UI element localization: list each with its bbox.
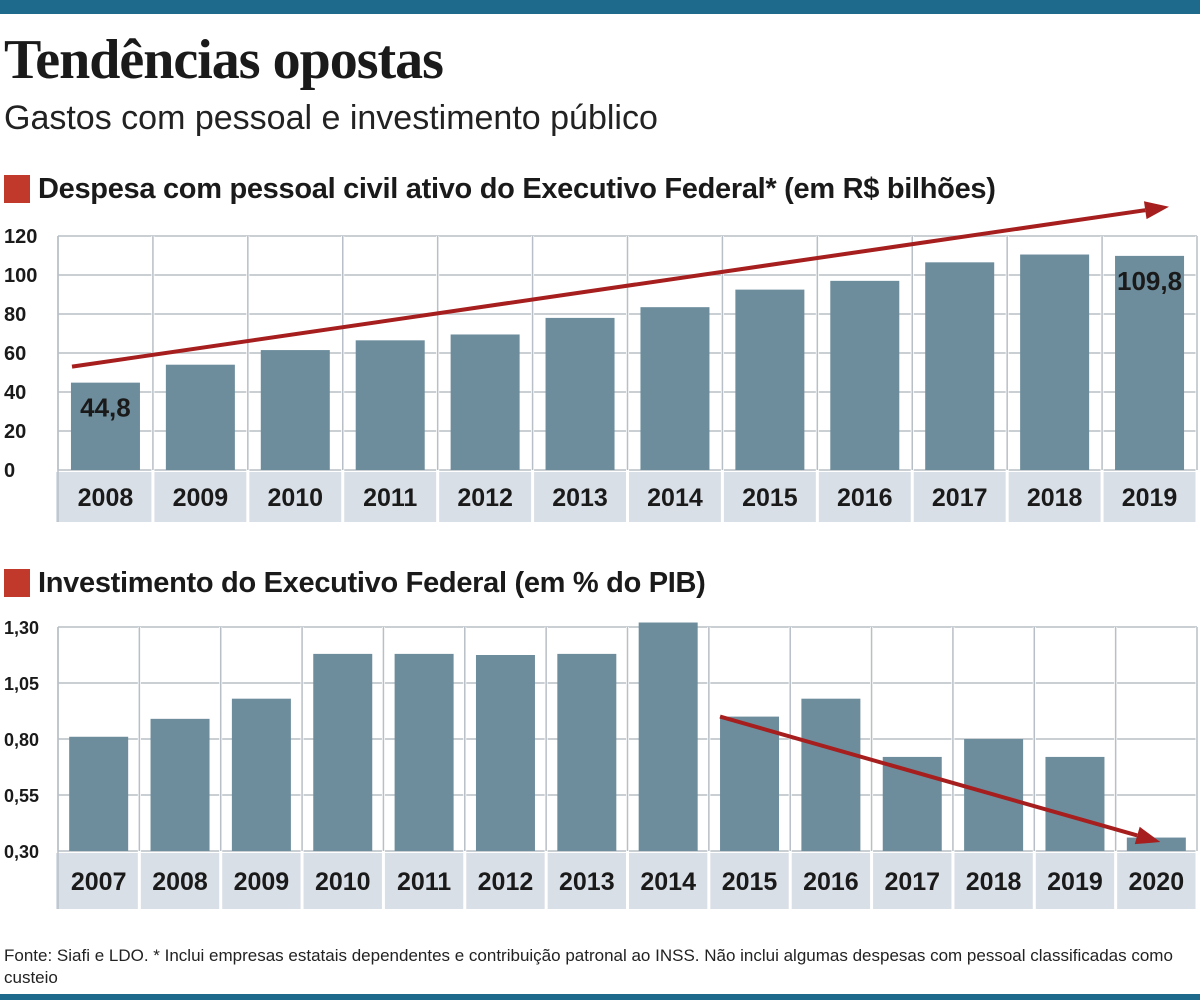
- chart1-y-tick-label: 40: [4, 382, 26, 404]
- chart2-header: Investimento do Executivo Federal (em % …: [4, 565, 706, 601]
- chart2-x-tick-label: 2015: [722, 868, 778, 896]
- chart2-bar-2015: [720, 716, 780, 851]
- chart2-x-tick-label: 2020: [1129, 868, 1185, 896]
- chart2-bar-2013: [557, 653, 617, 851]
- chart1-header: Despesa com pessoal civil ativo do Execu…: [4, 171, 996, 207]
- chart1-bar-2009: [165, 364, 235, 470]
- chart2-x-tick-label: 2018: [966, 868, 1022, 896]
- page-subtitle: Gastos com pessoal e investimento públic…: [4, 99, 658, 137]
- chart1-y-tick-label: 100: [4, 265, 37, 287]
- chart1-data-label: 44,8: [80, 393, 131, 423]
- chart1-bar-2014: [640, 307, 710, 470]
- chart1-trend-arrow-line: [71, 208, 1146, 369]
- chart2-x-tick-label: 2017: [884, 868, 940, 896]
- chart1-bar-2012: [450, 334, 520, 470]
- chart2-x-tick-label: 2014: [640, 868, 696, 896]
- section-marker-icon: [4, 569, 30, 597]
- chart2-y-tick-label: 1,30: [4, 618, 39, 638]
- chart1-y-tick-label: 120: [4, 226, 37, 248]
- chart1-x-tick-label: 2019: [1122, 484, 1178, 512]
- chart1-bar-2008: [70, 382, 140, 470]
- chart2-bar-2011: [394, 653, 454, 851]
- chart2-bar-2007: [69, 736, 129, 851]
- chart2-title: Investimento do Executivo Federal (em % …: [38, 566, 706, 599]
- chart2-bar-2008: [150, 718, 210, 851]
- personnel-spending-chart: 0 20 40 60 80 100 120 2008 2009 2010 2011 2012 2013 2…: [4, 201, 1199, 522]
- chart2-x-tick-label: 2011: [397, 868, 451, 896]
- chart1-y-tick-label: 0: [4, 460, 15, 482]
- chart2-x-tick-label: 2012: [478, 868, 534, 896]
- investment-chart: 0,30 0,55 0,80 1,05 1,30 2007 2008 2009 2010 2011…: [4, 618, 1199, 909]
- chart1-x-tick-label: 2010: [267, 484, 323, 512]
- chart1-bar-2019: [1115, 255, 1185, 470]
- chart2-bar-2016: [801, 698, 861, 851]
- chart2-bar-2019: [1045, 756, 1105, 851]
- chart2-x-tick-label: 2010: [315, 868, 371, 896]
- chart2-y-tick-label: 0,30: [4, 842, 39, 862]
- chart1-bar-2011: [355, 340, 425, 470]
- chart1-trend-arrow-head: [1143, 201, 1169, 220]
- chart1-bar-2016: [830, 280, 900, 470]
- chart2-y-tick-label: 1,05: [4, 674, 39, 694]
- chart1-y-tick-label: 20: [4, 421, 26, 443]
- source-note: Fonte: Siafi e LDO. * Inclui empresas es…: [4, 946, 1173, 987]
- top-accent-bar: [0, 0, 1200, 14]
- chart2-y-tick-label: 0,80: [4, 730, 39, 750]
- section-marker-icon: [4, 175, 30, 203]
- chart1-bar-2010: [260, 350, 330, 470]
- bottom-accent-bar: [0, 994, 1200, 1000]
- chart2-x-tick-label: 2016: [803, 868, 859, 896]
- chart1-x-tick-label: 2011: [363, 484, 417, 512]
- chart2-x-tick-label: 2019: [1047, 868, 1103, 896]
- chart1-x-tick-label: 2018: [1027, 484, 1083, 512]
- chart1-data-label: 109,8: [1117, 266, 1182, 296]
- chart2-bar-2010: [313, 653, 373, 851]
- chart2-x-tick-label: 2007: [71, 868, 127, 896]
- chart2-x-tick-label: 2008: [152, 868, 208, 896]
- chart1-x-tick-label: 2012: [457, 484, 513, 512]
- chart2-trend-arrow-head: [1134, 826, 1161, 845]
- chart1-x-tick-label: 2009: [173, 484, 229, 512]
- chart1-x-tick-label: 2015: [742, 484, 798, 512]
- chart1-x-tick-label: 2017: [932, 484, 988, 512]
- chart2-x-tick-label: 2013: [559, 868, 615, 896]
- chart2-bar-2014: [638, 622, 698, 851]
- chart1-x-tick-label: 2013: [552, 484, 608, 512]
- page-title: Tendências opostas: [4, 29, 444, 91]
- chart2-x-tick-label: 2009: [234, 868, 290, 896]
- chart1-x-tick-label: 2014: [647, 484, 703, 512]
- chart1-x-tick-label: 2008: [78, 484, 134, 512]
- chart2-trend-arrow-line: [719, 714, 1138, 838]
- chart2-bar-2009: [231, 698, 291, 851]
- chart1-y-tick-label: 60: [4, 343, 26, 365]
- chart2-bar-2012: [475, 655, 535, 851]
- chart1-bar-2017: [925, 262, 995, 470]
- chart1-bar-2013: [545, 317, 615, 470]
- chart1-title: Despesa com pessoal civil ativo do Execu…: [38, 172, 996, 205]
- chart1-x-tick-label: 2016: [837, 484, 893, 512]
- chart2-y-tick-label: 0,55: [4, 786, 39, 806]
- chart1-y-tick-label: 80: [4, 304, 26, 326]
- chart1-bar-2015: [735, 289, 805, 470]
- chart1-bar-2018: [1020, 254, 1090, 470]
